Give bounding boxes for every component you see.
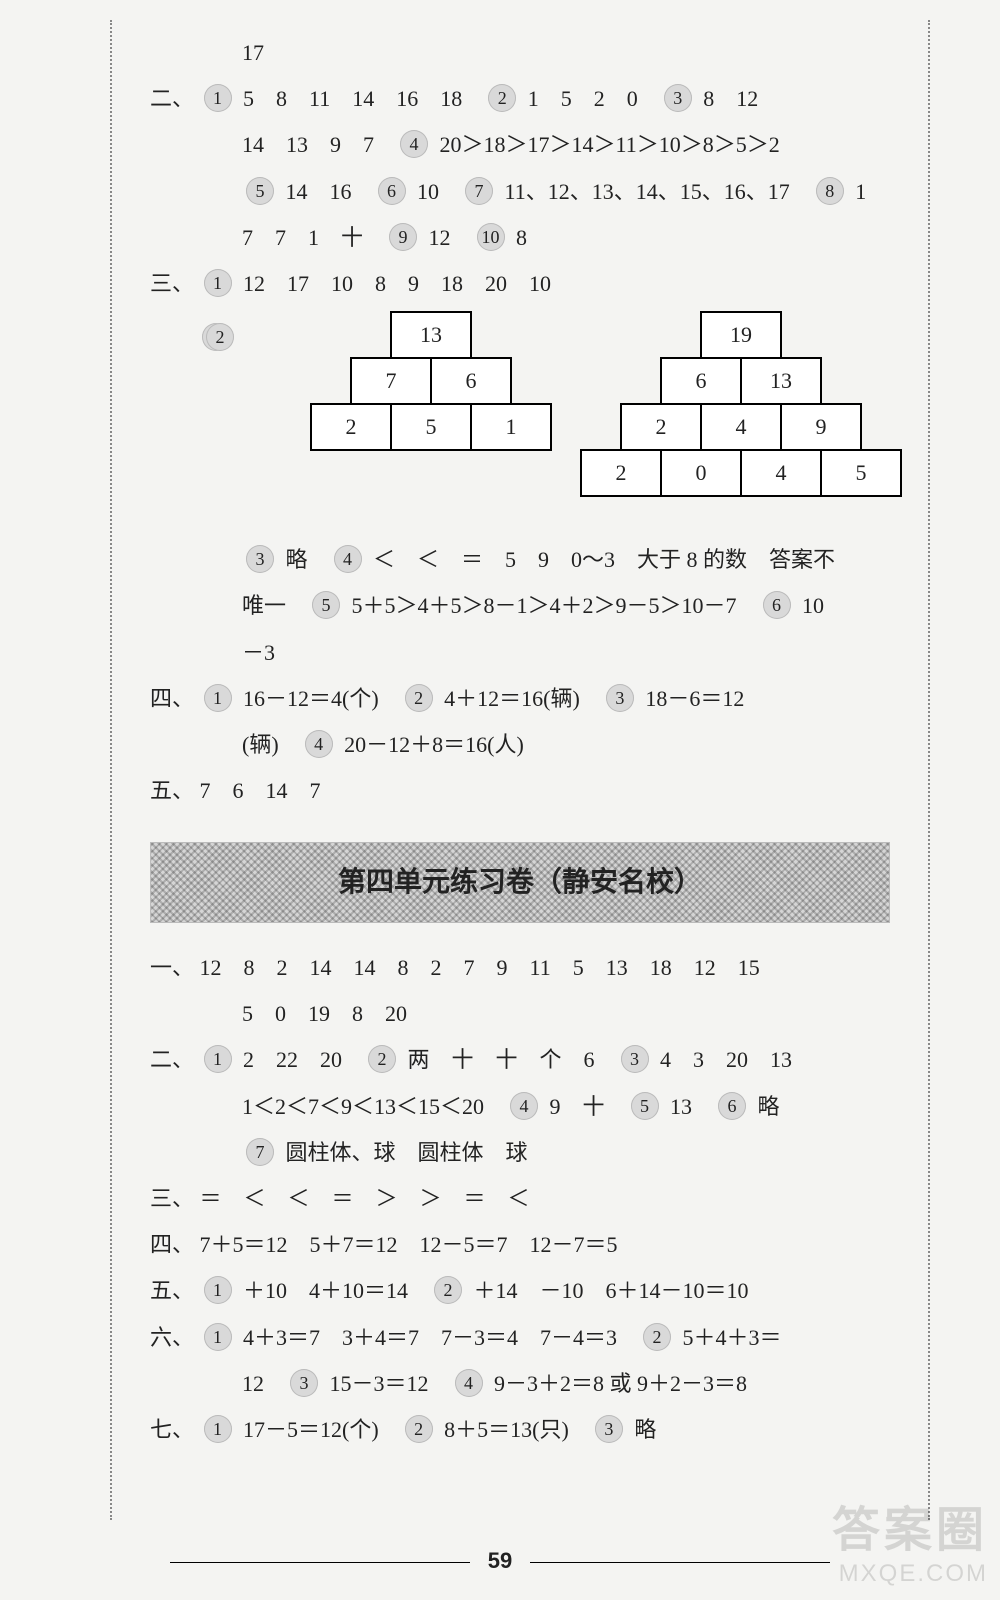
cell: 7: [350, 357, 432, 405]
label-seven: 七、: [150, 1417, 194, 1442]
cell: 0: [660, 449, 742, 497]
cell: 13: [740, 357, 822, 405]
page: 17 二、 1 5 8 11 14 16 18 2 1 5 2 0 3 8 12…: [0, 0, 1000, 1600]
cell: 2: [310, 403, 392, 451]
sec-b-two-3: 7 圆柱体、球 圆柱体 球: [150, 1130, 890, 1176]
pyramid-right: 19 6 13 2 4 9 2 0 4 5: [620, 311, 902, 497]
text: 1 2 22 20 2 两 十 十 个 6 3 4 3 20 13: [200, 1047, 793, 1072]
sec-a-three-after-2: 唯一 5 5＋5＞4＋5＞8－1＞4＋2＞9－5＞10－7 6 10: [150, 583, 890, 629]
sec-a-two-1: 二、 1 5 8 11 14 16 18 2 1 5 2 0 3 8 12: [150, 76, 890, 122]
pyramid-index: 2: [198, 317, 236, 363]
text: 12 8 2 14 14 8 2 7 9 11 5 13 18 12 15: [200, 955, 760, 980]
cell: 5: [820, 449, 902, 497]
cell: 2: [580, 449, 662, 497]
sec-a-four-2: (辆) 4 20－12＋8＝16(人): [150, 722, 890, 768]
sec-b-one-2: 5 0 19 8 20: [150, 991, 890, 1037]
sec-a-three-after-1: 3 略 4 ＜ ＜ ＝ 5 9 0～3 大于 8 的数 答案不: [150, 537, 890, 583]
label-six: 六、: [150, 1325, 194, 1350]
sec-b-three: 三、 ＝ ＜ ＜ ＝ ＞ ＞ ＝ ＜: [150, 1176, 890, 1222]
carryover-line: 17: [150, 30, 890, 76]
text: 1 ＋10 4＋10＝14 2 ＋14 －10 6＋14－10＝10: [200, 1278, 749, 1303]
text: 7 6 14 7: [200, 778, 321, 803]
section-title: 第四单元练习卷（静安名校）: [150, 842, 890, 923]
label-four: 四、: [150, 1232, 194, 1257]
sec-b-six-1: 六、 1 4＋3＝7 3＋4＝7 7－3＝4 7－4＝3 2 5＋4＋3＝: [150, 1315, 890, 1361]
sec-a-three-1: 三、 1 12 17 10 8 9 18 20 10: [150, 261, 890, 307]
cell: 4: [740, 449, 822, 497]
text: 1 4＋3＝7 3＋4＝7 7－3＝4 7－4＝3 2 5＋4＋3＝: [200, 1325, 782, 1350]
sec-b-five: 五、 1 ＋10 4＋10＝14 2 ＋14 －10 6＋14－10＝10: [150, 1268, 890, 1314]
sec-b-six-2: 12 3 15－3＝12 4 9－3＋2＝8 或 9＋2－3＝8: [150, 1361, 890, 1407]
cell: 19: [700, 311, 782, 359]
cell: 5: [390, 403, 472, 451]
cell: 6: [660, 357, 742, 405]
sec-a-two-4: 7 7 1 十 9 12 10 8: [150, 215, 890, 261]
sec-a-four-1: 四、 1 16－12＝4(个) 2 4＋12＝16(辆) 3 18－6＝12: [150, 676, 890, 722]
label-five: 五、: [150, 778, 194, 803]
text: 7＋5＝12 5＋7＝12 12－5＝7 12－7＝5: [200, 1232, 618, 1257]
text: 1 12 17 10 8 9 18 20 10: [200, 271, 552, 296]
text: 1 17－5＝12(个) 2 8＋5＝13(只) 3 略: [200, 1417, 657, 1442]
label-one: 一、: [150, 955, 194, 980]
cell: 2: [620, 403, 702, 451]
cell: 9: [780, 403, 862, 451]
circle-2-icon: 2: [202, 323, 230, 351]
cell: 13: [390, 311, 472, 359]
page-number: 59: [0, 1548, 1000, 1574]
content: 17 二、 1 5 8 11 14 16 18 2 1 5 2 0 3 8 12…: [110, 30, 920, 1453]
sec-b-four: 四、 7＋5＝12 5＋7＝12 12－5＝7 12－7＝5: [150, 1222, 890, 1268]
text: 1 5 8 11 14 16 18 2 1 5 2 0 3 8 12: [200, 86, 759, 111]
label-four: 四、: [150, 686, 194, 711]
label-five: 五、: [150, 1278, 194, 1303]
sec-a-two-2: 14 13 9 7 4 20＞18＞17＞14＞11＞10＞8＞5＞2: [150, 122, 890, 168]
label-three: 三、: [150, 1186, 194, 1211]
sec-a-two-3: 5 14 16 6 10 7 11、12、13、14、15、16、17 8 1: [150, 169, 890, 215]
sec-b-two-2: 1＜2＜7＜9＜13＜15＜20 4 9 十 5 13 6 略: [150, 1084, 890, 1130]
label-three: 三、: [150, 271, 194, 296]
label-two: 二、: [150, 1047, 194, 1072]
text: ＝ ＜ ＜ ＝ ＞ ＞ ＝ ＜: [200, 1186, 530, 1211]
text: 1 16－12＝4(个) 2 4＋12＝16(辆) 3 18－6＝12: [200, 686, 745, 711]
rule-right: [928, 20, 930, 1520]
sec-a-five: 五、 7 6 14 7: [150, 768, 890, 814]
sec-a-three-after-3: －3: [150, 630, 890, 676]
pyramid-left: 13 7 6 2 5 1: [310, 311, 552, 451]
cell: 1: [470, 403, 552, 451]
sec-b-two-1: 二、 1 2 22 20 2 两 十 十 个 6 3 4 3 20 13: [150, 1037, 890, 1083]
cell: 4: [700, 403, 782, 451]
sec-b-seven: 七、 1 17－5＝12(个) 2 8＋5＝13(只) 3 略: [150, 1407, 890, 1453]
pyramid-area: 2 13 7 6 2 5 1 19 6 13: [150, 311, 890, 531]
cell: 6: [430, 357, 512, 405]
sec-b-one-1: 一、 12 8 2 14 14 8 2 7 9 11 5 13 18 12 15: [150, 945, 890, 991]
label-two: 二、: [150, 86, 194, 111]
